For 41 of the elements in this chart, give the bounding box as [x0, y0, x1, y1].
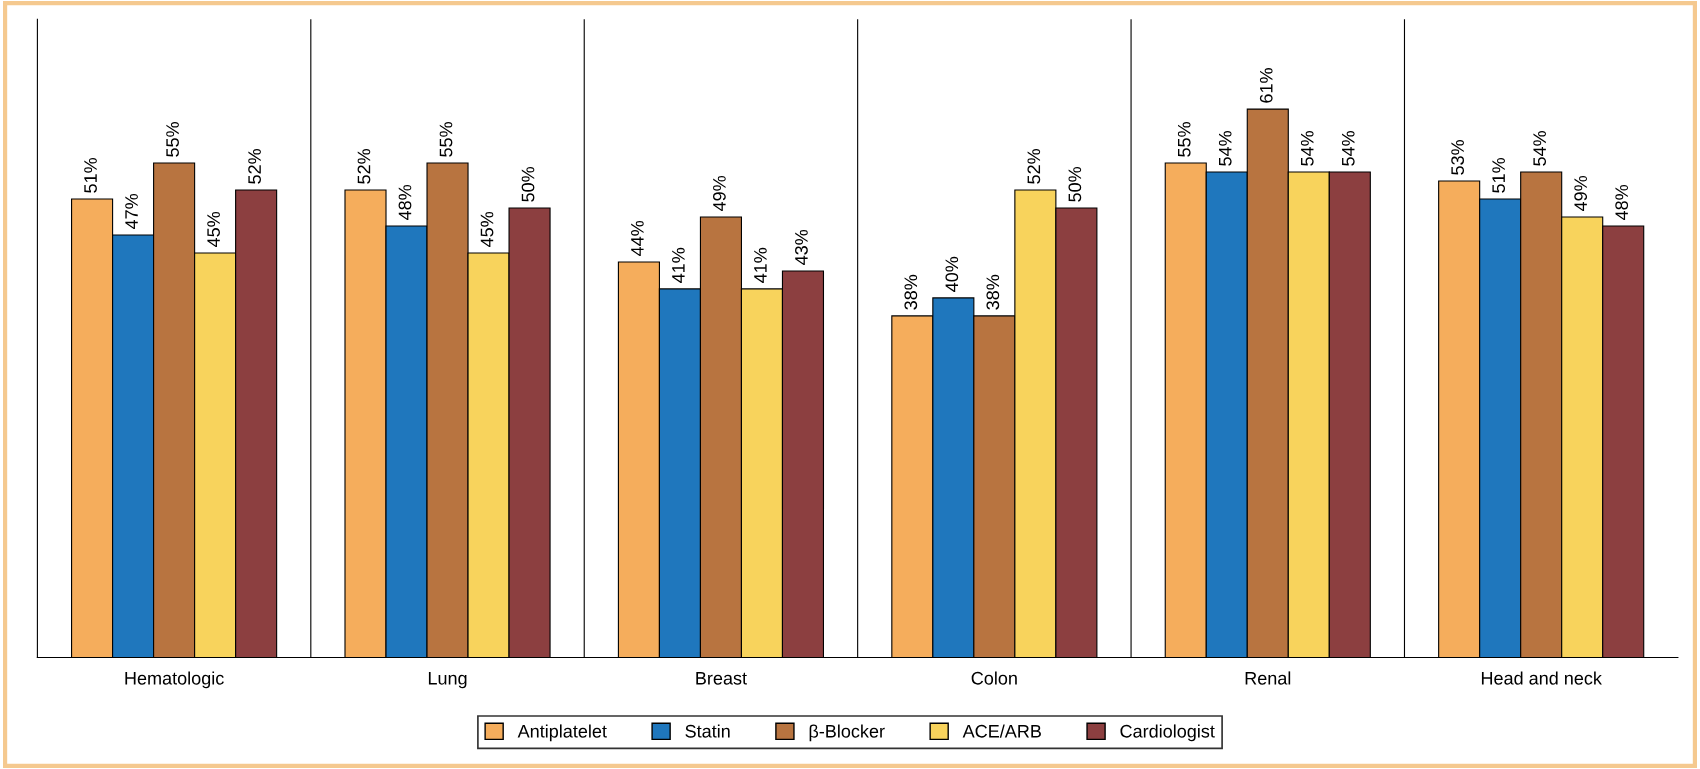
data-label: 52%	[357, 148, 371, 184]
legend-label: Cardiologist	[1120, 724, 1215, 742]
data-label: 45%	[207, 211, 220, 247]
data-label: 55%	[1177, 122, 1191, 157]
data-label: 52%	[1027, 148, 1041, 184]
data-label: 48%	[1615, 184, 1629, 221]
x-tick-label: Lung	[428, 672, 467, 689]
data-label: 49%	[1574, 175, 1588, 212]
data-label: 41%	[754, 247, 767, 283]
data-label: 51%	[84, 157, 97, 193]
legend-label: Antiplatelet	[517, 724, 607, 742]
data-label: 54%	[1218, 131, 1232, 166]
legend-label: Statin	[685, 724, 730, 738]
x-tick-label: Breast	[696, 672, 747, 685]
data-label: 43%	[795, 229, 808, 265]
data-label: 61%	[1259, 68, 1273, 103]
data-label: 52%	[248, 148, 261, 184]
data-label: 47%	[125, 193, 138, 230]
x-tick-label: Renal	[1245, 671, 1291, 685]
data-label: 41%	[672, 247, 685, 283]
data-label: 53%	[1451, 139, 1465, 175]
data-label: 55%	[439, 122, 453, 157]
x-tick-label: Head and neck	[1481, 671, 1602, 685]
legend-label: β-Blocker	[809, 724, 885, 742]
data-label: 50%	[521, 166, 535, 202]
data-label: 54%	[1533, 131, 1547, 166]
x-tick-label: Colon	[971, 671, 1017, 685]
data-label: 38%	[904, 274, 918, 310]
data-label: 48%	[398, 184, 412, 221]
data-label: 51%	[1492, 157, 1506, 193]
data-label: 55%	[166, 122, 179, 157]
data-label: 50%	[1068, 166, 1082, 202]
data-label: 44%	[631, 220, 644, 256]
x-tick-label: Hematologic	[125, 671, 224, 689]
data-label: 54%	[1341, 131, 1355, 166]
data-label: 45%	[480, 211, 494, 247]
data-label: 49%	[713, 175, 726, 212]
data-label: 38%	[986, 274, 1000, 310]
data-label: 54%	[1300, 131, 1314, 166]
data-label: 40%	[945, 256, 959, 292]
legend-label: ACE/ARB	[962, 724, 1041, 738]
